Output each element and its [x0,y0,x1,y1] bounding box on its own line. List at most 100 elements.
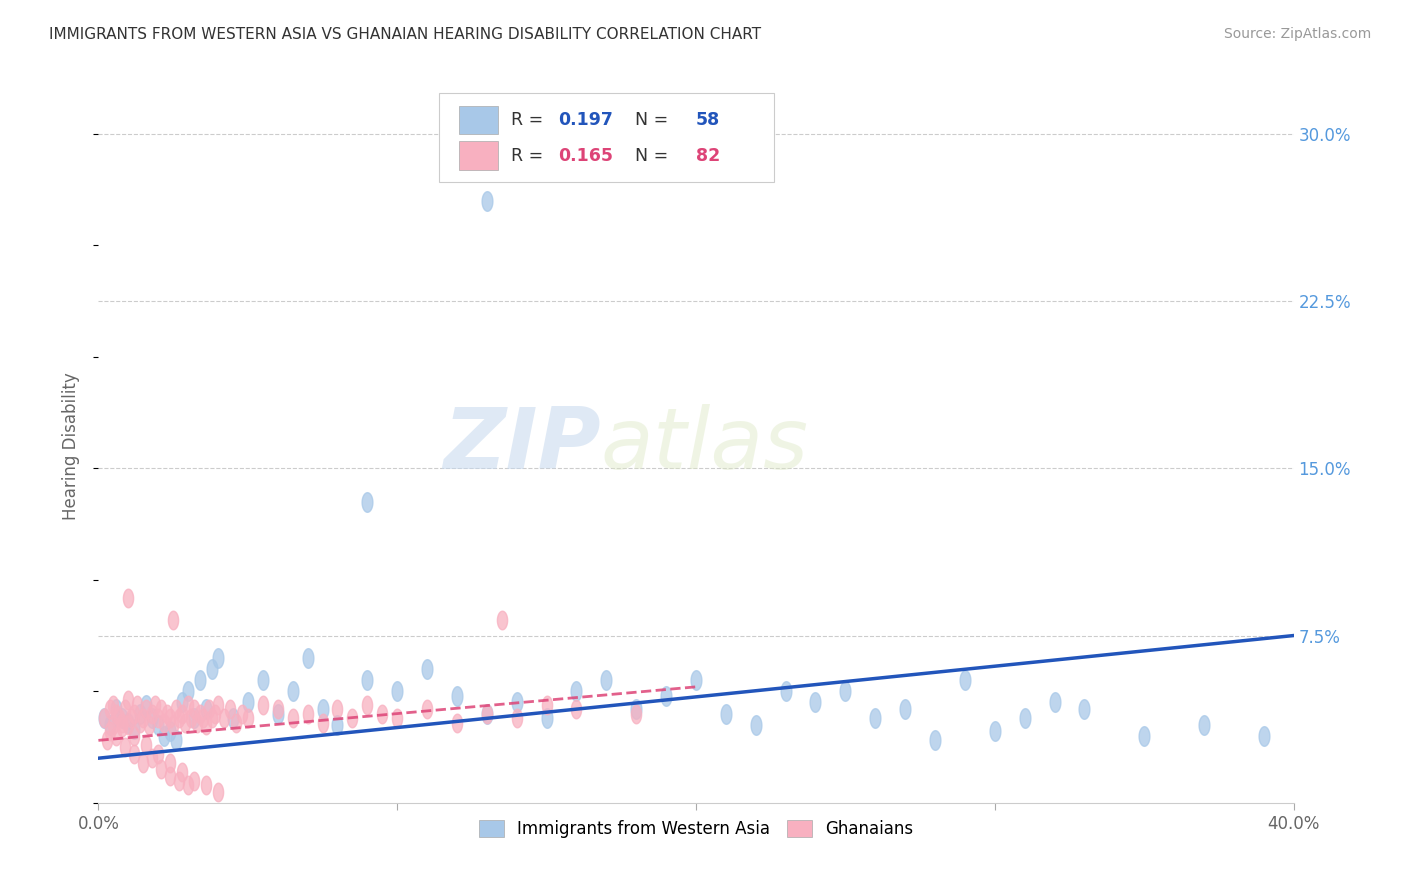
Point [198,702,221,716]
Point [231,706,253,721]
Point [1073,702,1095,716]
Point [172,706,194,721]
Point [342,711,364,725]
Point [148,747,170,761]
Point [446,715,468,730]
Point [212,711,235,725]
Text: IMMIGRANTS FROM WESTERN ASIA VS GHANAIAN HEARING DISABILITY CORRELATION CHART: IMMIGRANTS FROM WESTERN ASIA VS GHANAIAN… [49,27,761,42]
Point [132,756,155,770]
Point [159,724,181,739]
Point [188,706,211,721]
Point [114,702,136,716]
FancyBboxPatch shape [439,93,773,182]
Bar [460,141,498,169]
Point [174,715,197,730]
Point [201,711,224,725]
Point [93,711,115,725]
Point [252,698,274,712]
Point [141,711,163,725]
Point [626,702,648,716]
Point [195,778,218,792]
Point [96,733,118,747]
Text: 82: 82 [696,146,720,164]
Point [326,702,349,716]
Point [188,673,211,687]
Point [894,702,917,716]
Point [150,702,173,716]
Point [98,702,122,716]
Point [105,702,128,716]
Text: R =: R = [510,146,548,164]
Point [167,773,190,788]
Point [475,194,498,208]
Point [326,717,349,731]
Point [416,662,439,676]
Point [714,706,737,721]
Point [162,613,184,627]
Point [924,733,946,747]
Point [183,702,205,716]
Point [252,673,274,687]
Point [153,729,176,743]
Point [804,696,827,710]
Point [103,717,125,731]
Point [565,702,588,716]
Point [98,724,122,739]
Point [135,738,157,752]
Point [195,717,218,731]
Y-axis label: Hearing Disability: Hearing Disability [62,372,80,520]
Point [141,706,163,721]
Point [984,724,1007,739]
Point [191,711,214,725]
Point [1014,711,1036,725]
Point [311,702,333,716]
Point [159,756,181,770]
Point [1192,717,1215,731]
Point [111,715,134,730]
Point [356,673,378,687]
Text: 58: 58 [696,111,720,128]
Point [117,717,139,731]
Point [105,729,128,743]
Point [356,698,378,712]
Point [93,711,115,725]
Point [536,711,558,725]
Point [222,711,245,725]
Text: atlas: atlas [600,404,808,488]
Point [371,706,394,721]
Text: 0.197: 0.197 [558,111,613,128]
Point [195,702,218,716]
Point [183,773,205,788]
Point [745,717,768,731]
Point [129,706,152,721]
Point [201,662,224,676]
Point [506,696,529,710]
Point [626,706,648,721]
Point [416,702,439,716]
Point [207,651,229,665]
Point [953,673,976,687]
Point [385,684,409,698]
Point [446,689,468,703]
Point [236,711,259,725]
Point [132,711,155,725]
Point [685,673,707,687]
Point [267,702,290,716]
Point [475,706,498,721]
Point [114,740,136,755]
Point [165,702,187,716]
Point [177,698,200,712]
Point [177,778,200,792]
Point [103,698,125,712]
Point [124,723,146,737]
Text: N =: N = [624,111,673,128]
Point [120,711,142,725]
Point [148,711,170,725]
Point [297,706,319,721]
Point [1253,729,1275,743]
Point [98,717,122,731]
Point [180,711,202,725]
Point [281,711,304,725]
Point [124,747,146,761]
Point [153,715,176,730]
